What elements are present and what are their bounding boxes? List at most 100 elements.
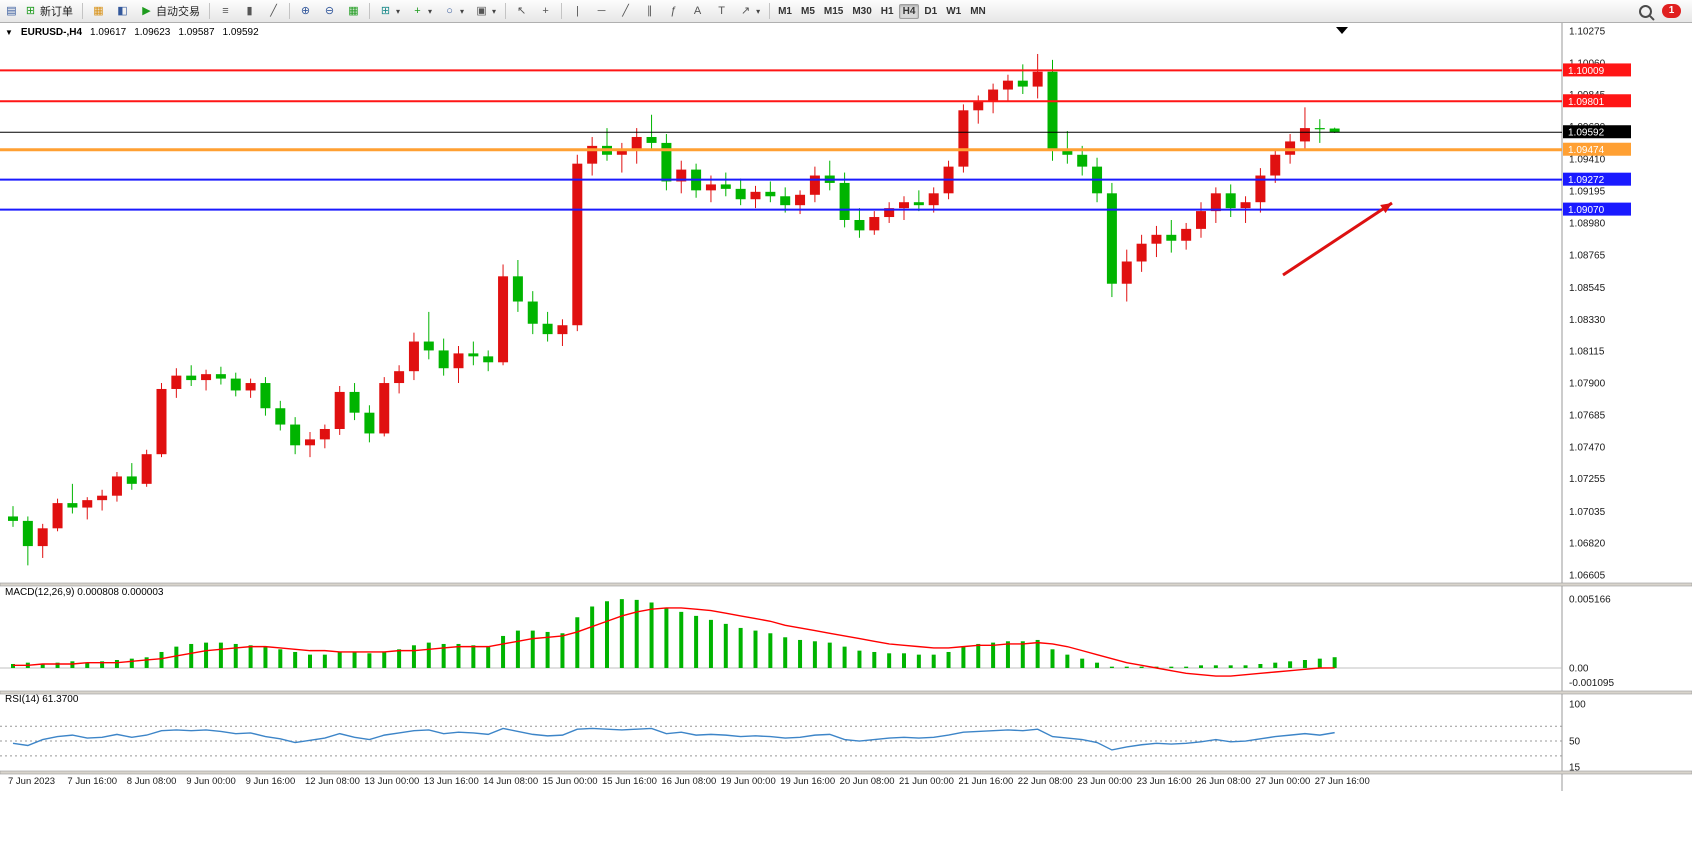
- shift-marker-icon[interactable]: [1336, 27, 1348, 34]
- timeframe-m1[interactable]: M1: [774, 4, 796, 19]
- bar-chart-icon: ≡: [222, 5, 229, 17]
- timeframe-m5[interactable]: M5: [797, 4, 819, 19]
- timeframe-h4[interactable]: H4: [898, 3, 920, 19]
- date-tick-label: 23 Jun 00:00: [1077, 776, 1132, 787]
- symbol-period-label: EURUSD-,H4: [20, 27, 83, 38]
- tile-windows-button[interactable]: ▦: [342, 2, 365, 20]
- autotrade-label: 自动交易: [156, 6, 200, 18]
- chart-menu-icon[interactable]: ▼: [5, 28, 13, 37]
- line-chart-mode-button[interactable]: ╱: [262, 2, 285, 20]
- price-tick-label: 1.08765: [1569, 250, 1606, 261]
- zoom-out-button[interactable]: ⊖: [318, 2, 341, 20]
- svg-text:1.09592: 1.09592: [1568, 128, 1605, 139]
- timeframe-m15[interactable]: M15: [820, 4, 847, 19]
- price-tick-label: 1.07035: [1569, 507, 1606, 518]
- trend-arrow[interactable]: [1282, 201, 1393, 277]
- macd-indicator-label: MACD(12,26,9) 0.000808 0.000003: [5, 587, 164, 598]
- rsi-indicator-label: RSI(14) 61.3700: [5, 694, 79, 705]
- new-order-button[interactable]: ⊞ 新订单: [19, 2, 78, 20]
- price-tick-label: 1.07900: [1569, 379, 1606, 390]
- price-level-label: [1563, 94, 1631, 108]
- date-tick-label: 13 Jun 00:00: [364, 776, 419, 787]
- date-tick-label: 23 Jun 16:00: [1137, 776, 1192, 787]
- timeframe-mn[interactable]: MN: [966, 4, 990, 19]
- close-value: 1.09592: [222, 27, 259, 38]
- rsi-tick-label: 100: [1569, 700, 1586, 711]
- arrows-button[interactable]: ↗ ▾: [734, 2, 765, 20]
- price-level-label: [1563, 202, 1631, 216]
- macd-tick-label: -0.001095: [1569, 678, 1614, 689]
- caret-icon: ▾: [460, 6, 465, 16]
- rsi-tick-label: 50: [1569, 737, 1581, 748]
- tile-windows-icon: ▦: [348, 5, 359, 17]
- date-tick-label: 9 Jun 00:00: [186, 776, 236, 787]
- price-tick-label: 1.06605: [1569, 571, 1606, 582]
- charts-button[interactable]: ▦: [87, 2, 110, 20]
- label-button[interactable]: T: [710, 2, 733, 20]
- date-tick-label: 19 Jun 00:00: [721, 776, 776, 787]
- date-tick-label: 15 Jun 16:00: [602, 776, 657, 787]
- price-tick-label: 1.07255: [1569, 474, 1606, 485]
- indicators-button[interactable]: + ▾: [406, 2, 437, 20]
- zoom-out-icon: ⊖: [324, 5, 335, 17]
- price-tick-label: 1.09195: [1569, 187, 1606, 198]
- text-icon: A: [693, 5, 702, 17]
- horizontal-line-icon: ─: [597, 5, 606, 17]
- timeframe-h1[interactable]: H1: [877, 4, 898, 19]
- trendline-button[interactable]: ╱: [614, 2, 637, 20]
- price-level-label: [1563, 142, 1631, 156]
- candlestick-mode-button[interactable]: ▮: [238, 2, 261, 20]
- fibonacci-button[interactable]: ƒ: [662, 2, 685, 20]
- current-price-label: [1563, 125, 1631, 139]
- panel-divider: [0, 770, 1692, 775]
- date-tick-label: 26 Jun 08:00: [1196, 776, 1251, 787]
- macd-tick-label: 0.005166: [1569, 595, 1611, 606]
- bar-chart-mode-button[interactable]: ≡: [214, 2, 237, 20]
- toolbar-separator: [769, 3, 771, 19]
- template-icon: ▣: [476, 5, 487, 17]
- new-chart-button[interactable]: ⊞ ▾: [374, 2, 405, 20]
- price-level-label: [1563, 63, 1631, 77]
- timeframe-m30[interactable]: M30: [848, 4, 875, 19]
- autotrade-button[interactable]: ▶ 自动交易: [135, 2, 205, 20]
- date-tick-label: 27 Jun 16:00: [1315, 776, 1370, 787]
- caret-icon: ▾: [396, 6, 401, 16]
- notification-badge[interactable]: 1: [1662, 4, 1681, 18]
- caret-icon: ▾: [756, 6, 761, 16]
- cursor-button[interactable]: ↖: [510, 2, 533, 20]
- profile-button[interactable]: ◧: [111, 2, 134, 20]
- price-tick-label: 1.07470: [1569, 442, 1606, 453]
- vertical-line-button[interactable]: |: [566, 2, 589, 20]
- channel-button[interactable]: ∥: [638, 2, 661, 20]
- date-tick-label: 15 Jun 00:00: [543, 776, 598, 787]
- timeframe-d1[interactable]: D1: [920, 4, 941, 19]
- timeframe-w1[interactable]: W1: [942, 4, 965, 19]
- date-tick-label: 21 Jun 16:00: [958, 776, 1013, 787]
- zoom-in-button[interactable]: ⊕: [294, 2, 317, 20]
- chart-canvas[interactable]: 1.102751.100601.098451.096301.094101.091…: [0, 23, 1692, 845]
- text-button[interactable]: A: [686, 2, 709, 20]
- new-chart-icon: ⊞: [380, 5, 391, 17]
- price-tick-label: 1.08330: [1569, 315, 1606, 326]
- search-icon[interactable]: [1639, 4, 1652, 18]
- trendline-icon: ╱: [622, 5, 629, 17]
- chart-title: ▼ EURUSD-,H4 1.09617 1.09623 1.09587 1.0…: [5, 27, 259, 38]
- panel-divider[interactable]: [0, 690, 1692, 695]
- chart-window[interactable]: 1.102751.100601.098451.096301.094101.091…: [0, 23, 1692, 845]
- date-tick-label: 8 Jun 08:00: [127, 776, 177, 787]
- charts-icon: ▦: [93, 5, 104, 17]
- date-tick-label: 7 Jun 16:00: [67, 776, 117, 787]
- fibonacci-icon: ƒ: [670, 5, 677, 17]
- rsi-tick-label: 15: [1569, 762, 1581, 773]
- label-icon: T: [718, 5, 725, 17]
- price-level-label-text: 1.09474: [1568, 145, 1605, 156]
- price-tick-label: 1.06820: [1569, 539, 1606, 550]
- open-value: 1.09617: [90, 27, 127, 38]
- horizontal-line-button[interactable]: ─: [590, 2, 613, 20]
- toolbar-separator: [561, 3, 563, 19]
- template-button[interactable]: ▣ ▾: [470, 2, 501, 20]
- crosshair-button[interactable]: +: [534, 2, 557, 20]
- date-tick-label: 9 Jun 16:00: [246, 776, 296, 787]
- period-button[interactable]: ○ ▾: [438, 2, 469, 20]
- panel-divider[interactable]: [0, 582, 1692, 587]
